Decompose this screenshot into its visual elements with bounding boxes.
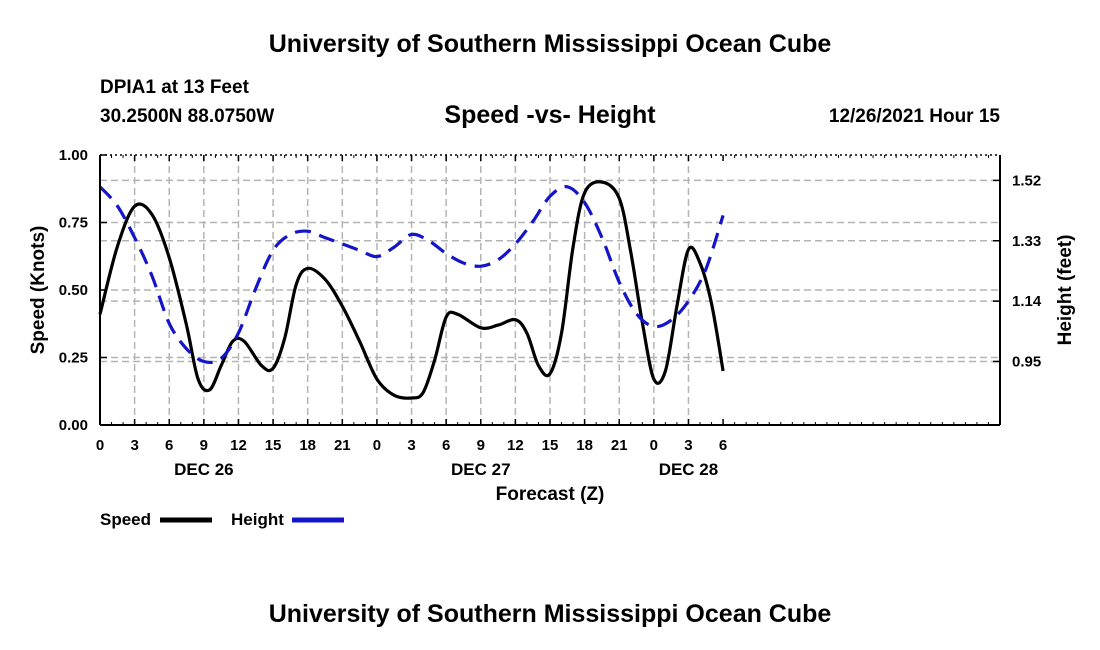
x-tick-label: 9 (200, 437, 208, 454)
axes (99, 154, 1001, 426)
x-tick-label: 21 (611, 437, 628, 454)
legend-label-speed: Speed (100, 510, 151, 529)
x-tick-label: 0 (96, 437, 104, 454)
y2-tick-label: 1.14 (1012, 293, 1042, 310)
y-tick-label: 0.25 (59, 350, 88, 367)
y-tick-label: 0.75 (59, 215, 88, 232)
legend-label-height: Height (231, 510, 284, 529)
x-tick-label: 3 (130, 437, 138, 454)
coords-label: 30.2500N 88.0750W (100, 106, 275, 127)
x-tick-label: 12 (507, 437, 524, 454)
chart-title: Speed -vs- Height (444, 101, 656, 129)
x-tick-label: 9 (477, 437, 485, 454)
y-tick-label: 0.50 (59, 282, 88, 299)
series-line-speed (98, 180, 725, 400)
grid (100, 155, 1000, 425)
y2-tick-label: 0.95 (1012, 353, 1041, 370)
y2-tick-label: 1.33 (1012, 233, 1041, 250)
x-tick-label: 6 (165, 437, 173, 454)
series-line-height (98, 185, 725, 365)
x-tick-label: 6 (442, 437, 450, 454)
x-tick-label: 0 (650, 437, 658, 454)
series-layer (98, 180, 725, 400)
footer-title: University of Southern Mississippi Ocean… (268, 600, 832, 628)
datetime-label: 12/26/2021 Hour 15 (828, 106, 1000, 127)
x-tick-label: 3 (684, 437, 692, 454)
y2-tick-label: 1.52 (1012, 172, 1041, 189)
x-tick-label: 21 (334, 437, 351, 454)
x-axis-title: Forecast (Z) (496, 484, 605, 505)
y2-axis-title: Height (feet) (1055, 235, 1076, 346)
y-tick-label: 1.00 (59, 147, 88, 164)
x-tick-label: 6 (719, 437, 727, 454)
x-tick-label: 0 (373, 437, 381, 454)
x-tick-label: 18 (299, 437, 316, 454)
x-date-label: DEC 28 (659, 460, 719, 479)
y-axis-title: Speed (Knots) (28, 226, 49, 355)
x-tick-label: 15 (265, 437, 282, 454)
y-tick-label: 0.00 (59, 417, 88, 434)
legend: Speed Height (100, 510, 344, 529)
x-tick-label: 15 (542, 437, 559, 454)
x-tick-label: 18 (576, 437, 593, 454)
page-title: University of Southern Mississippi Ocean… (268, 30, 832, 58)
x-tick-label: 3 (407, 437, 415, 454)
x-date-label: DEC 27 (451, 460, 511, 479)
x-tick-label: 12 (230, 437, 247, 454)
station-label: DPIA1 at 13 Feet (100, 77, 249, 98)
x-date-label: DEC 26 (174, 460, 234, 479)
